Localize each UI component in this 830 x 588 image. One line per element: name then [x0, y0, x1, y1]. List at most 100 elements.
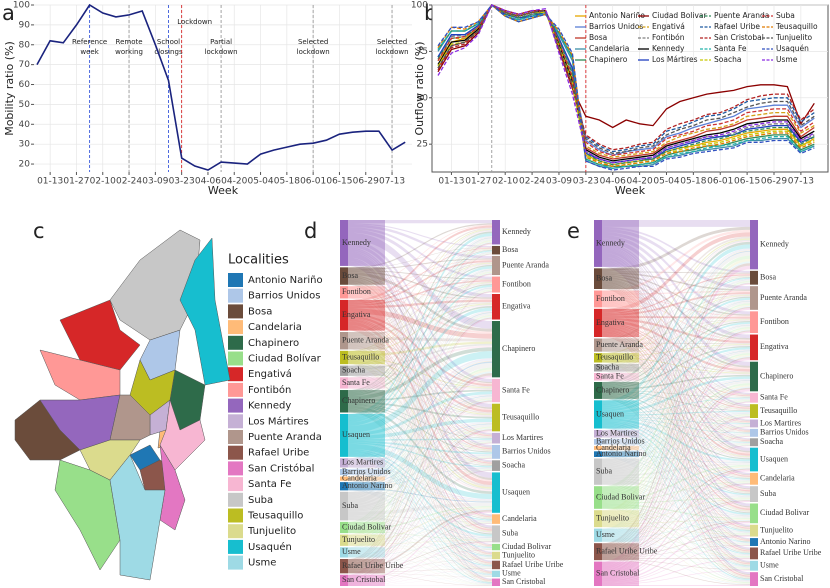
flow: [348, 372, 492, 490]
flow: [348, 249, 492, 393]
flow: [348, 480, 492, 567]
flow: [602, 427, 750, 581]
flow: [348, 470, 492, 569]
node-label: Engativa: [760, 342, 789, 351]
flow: [348, 241, 492, 549]
flow: [602, 500, 750, 557]
node-band: [594, 451, 639, 457]
x-tick-label: 01-13: [438, 177, 464, 187]
flow: [602, 558, 750, 585]
node: [492, 570, 500, 578]
flow: [602, 292, 750, 317]
legend-label: Chapinero: [248, 338, 299, 349]
legend-label: Chapinero: [589, 55, 628, 64]
node-band: [594, 373, 639, 381]
flow: [602, 456, 750, 544]
flow: [348, 228, 492, 352]
flow: [602, 248, 750, 440]
flow: [348, 401, 492, 581]
flow: [602, 359, 750, 493]
flow: [348, 284, 492, 395]
x-tick-label: 02-24: [116, 177, 142, 187]
flow: [348, 404, 492, 466]
flow: [348, 473, 492, 522]
flow: [602, 390, 750, 398]
flow: [602, 559, 750, 586]
flow: [348, 370, 492, 416]
flow: [348, 422, 492, 473]
flow: [602, 263, 750, 563]
node-label: Soacha: [342, 366, 366, 375]
flow: [602, 443, 750, 533]
flow: [602, 415, 750, 520]
legend-label: Usme: [776, 55, 798, 64]
node-label: Los Martires: [596, 429, 637, 438]
node-label: Los Martires: [502, 433, 543, 442]
node-label: Antonio Narino: [760, 537, 810, 546]
flow: [602, 445, 750, 554]
flow: [602, 349, 750, 442]
flow: [348, 305, 492, 381]
flow: [348, 278, 492, 448]
flow: [602, 275, 750, 341]
flow: [348, 467, 492, 584]
node: [340, 534, 348, 546]
flow: [602, 378, 750, 434]
node-band: [340, 547, 385, 558]
y-tick-label: 40: [19, 120, 31, 130]
legend-swatch: [228, 477, 243, 492]
flows: [348, 220, 492, 586]
flow: [602, 417, 750, 576]
flow: [602, 247, 750, 430]
flow: [602, 399, 750, 498]
flow: [348, 400, 492, 567]
flow: [602, 378, 750, 513]
flow: [348, 296, 492, 517]
flow: [348, 328, 492, 564]
flow: [602, 322, 750, 410]
flow: [602, 344, 750, 357]
node-label: Los Martires: [760, 418, 801, 427]
node-band: [340, 413, 385, 457]
flow: [602, 348, 750, 511]
flow: [348, 426, 492, 529]
flow: [602, 380, 750, 472]
flow: [348, 247, 492, 435]
flow: [602, 371, 750, 579]
flow: [602, 449, 750, 555]
flow: [348, 372, 492, 465]
node: [340, 547, 348, 558]
flow: [602, 416, 750, 553]
flow: [602, 362, 750, 578]
legend-label: Teusaquillo: [247, 511, 303, 522]
flow: [348, 374, 492, 533]
legend-label: Usme: [248, 558, 276, 569]
node: [340, 332, 348, 350]
data-line: [437, 4, 815, 168]
flow: [602, 456, 750, 533]
node-label: Ciudad Bolivar: [502, 542, 551, 551]
flow: [602, 330, 750, 549]
flow: [602, 454, 750, 463]
flow: [602, 294, 750, 342]
flow: [602, 369, 750, 478]
flow: [602, 416, 750, 425]
flow: [602, 300, 750, 448]
flow: [348, 253, 492, 549]
flow: [348, 454, 492, 474]
node-label: San Cristobal: [342, 575, 386, 584]
node: [492, 543, 500, 551]
x-tick-label: 05-04: [653, 177, 679, 187]
legend-swatch: [228, 430, 243, 444]
flow: [602, 540, 750, 546]
flow: [602, 569, 750, 586]
flow: [348, 394, 492, 463]
node: [594, 430, 602, 438]
flow: [348, 453, 492, 557]
flow: [348, 243, 492, 576]
flow: [348, 259, 492, 289]
node: [594, 353, 602, 363]
flow: [602, 232, 750, 315]
flow: [348, 385, 492, 492]
flow: [602, 324, 750, 448]
